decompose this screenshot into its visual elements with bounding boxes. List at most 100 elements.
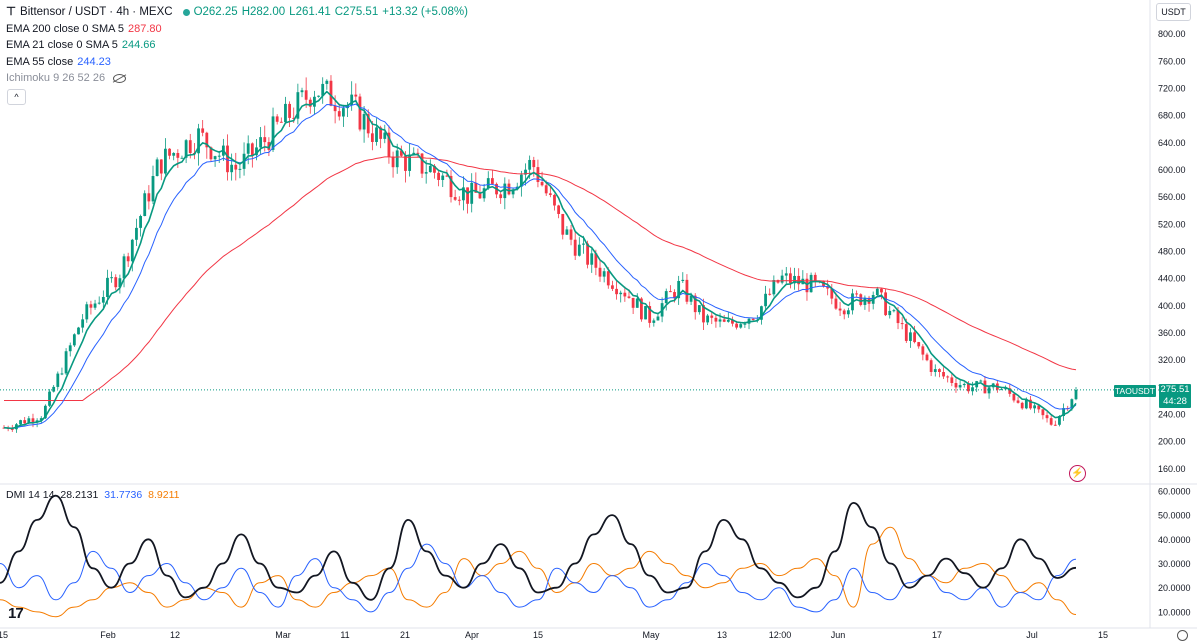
indicator-label: EMA 21 close 0 SMA 5 xyxy=(6,39,118,51)
ohlc-low: L261.41 xyxy=(289,6,331,18)
candle-body xyxy=(718,319,722,322)
candle-body xyxy=(499,194,503,199)
candle-body xyxy=(341,108,345,117)
x-tick-label: 15 xyxy=(0,630,8,640)
candle-body xyxy=(846,310,850,315)
candle-body xyxy=(954,383,958,388)
candle-body xyxy=(106,277,109,298)
candle-body xyxy=(164,148,167,174)
eye-off-icon[interactable] xyxy=(113,73,127,83)
candle-body xyxy=(611,285,614,289)
candle-body xyxy=(114,277,118,288)
lightning-icon[interactable]: ⚡ xyxy=(1069,465,1086,482)
indicator-ema200[interactable]: EMA 200 close 0 SMA 5 287.80 xyxy=(6,21,472,38)
indicator-ema55[interactable]: EMA 55 close 244.23 xyxy=(6,54,472,71)
candle-body xyxy=(962,383,966,386)
candle-body xyxy=(913,332,916,343)
dmi-legend[interactable]: DMI 14 14 28.2131 31.7736 8.9211 xyxy=(6,489,183,501)
candle-body xyxy=(43,405,47,419)
candle-body xyxy=(139,216,142,228)
candle-body xyxy=(118,278,122,288)
candle-body xyxy=(606,271,610,286)
candle-body xyxy=(586,243,589,265)
y-tick-label: 480.00 xyxy=(1158,247,1186,257)
candle-body xyxy=(246,143,250,154)
candle-body xyxy=(130,239,134,262)
candle-body xyxy=(1004,388,1008,390)
y-tick-label: 520.00 xyxy=(1158,219,1186,229)
y-tick-label: 640.00 xyxy=(1158,138,1186,148)
candle-body xyxy=(197,128,200,154)
candle-body xyxy=(644,306,647,320)
indicator-ichimoku[interactable]: Ichimoku 9 26 52 26 xyxy=(6,70,472,87)
candle-body xyxy=(822,281,825,287)
candle-body xyxy=(404,155,407,171)
indicator-ema21[interactable]: EMA 21 close 0 SMA 5 244.66 xyxy=(6,37,472,54)
candle-body xyxy=(1070,399,1074,409)
candle-body xyxy=(884,292,888,316)
chart-legend: ⊤ Bittensor / USDT · 4h · MEXC O262.25 H… xyxy=(6,4,472,87)
candle-body xyxy=(573,239,577,256)
candle-body xyxy=(830,288,834,299)
candle-body xyxy=(201,128,205,133)
last-price-tag: 275.51 44:28 xyxy=(1159,384,1191,408)
candle-body xyxy=(685,279,689,302)
candle-body xyxy=(275,116,279,122)
candle-body xyxy=(561,213,565,235)
candle-body xyxy=(909,332,912,341)
candle-body xyxy=(370,133,374,142)
candle-body xyxy=(540,182,544,186)
tradingview-logo-icon[interactable]: 17 xyxy=(8,605,24,622)
candle-body xyxy=(68,345,72,352)
collapse-legend-button[interactable]: ^ xyxy=(7,89,26,105)
candle-body xyxy=(300,90,304,93)
candle-body xyxy=(615,288,618,295)
x-tick-label: 15 xyxy=(1098,630,1108,640)
y-tick-label: 680.00 xyxy=(1158,111,1186,121)
candle-body xyxy=(250,143,254,156)
ohlc-change: +13.32 (+5.08%) xyxy=(382,6,468,18)
candle-body xyxy=(714,317,718,322)
candle-body xyxy=(942,372,945,377)
dmi-y-tick-label: 50.0000 xyxy=(1158,511,1191,521)
currency-button[interactable]: USDT xyxy=(1156,3,1191,21)
gear-icon[interactable] xyxy=(1177,630,1188,641)
candle-body xyxy=(383,132,387,139)
y-tick-label: 400.00 xyxy=(1158,301,1186,311)
candle-body xyxy=(184,140,188,158)
candle-body xyxy=(1024,399,1028,409)
candle-body xyxy=(925,354,929,361)
candle-body xyxy=(56,373,60,387)
candle-body xyxy=(188,140,192,153)
candle-body xyxy=(582,243,585,245)
candle-body xyxy=(304,90,308,100)
candle-body xyxy=(358,96,362,130)
candle-body xyxy=(1058,416,1061,425)
candle-body xyxy=(110,277,114,279)
dmi-adx-value: 28.2131 xyxy=(60,489,99,501)
candle-body xyxy=(983,380,987,394)
candle-body xyxy=(10,428,14,430)
symbol-title[interactable]: Bittensor / USDT · 4h · MEXC xyxy=(20,6,173,18)
candle-body xyxy=(337,111,341,117)
candle-body xyxy=(329,80,333,106)
dmi-minus-line xyxy=(0,526,1077,618)
candle-body xyxy=(1008,388,1012,394)
candle-body xyxy=(399,150,403,156)
x-tick-label: 11 xyxy=(340,630,349,640)
candle-body xyxy=(789,273,792,284)
candle-body xyxy=(863,297,867,305)
candle-body xyxy=(462,187,465,201)
candle-body xyxy=(362,114,366,130)
candles xyxy=(2,75,1078,433)
x-tick-label: Apr xyxy=(465,630,479,640)
candle-body xyxy=(503,183,507,199)
ohlc-open: O262.25 xyxy=(193,6,238,18)
candle-body xyxy=(532,159,536,168)
candle-body xyxy=(933,369,937,372)
candle-body xyxy=(751,318,755,320)
candle-body xyxy=(987,387,991,394)
candle-body xyxy=(135,227,138,240)
candle-body xyxy=(950,377,954,384)
